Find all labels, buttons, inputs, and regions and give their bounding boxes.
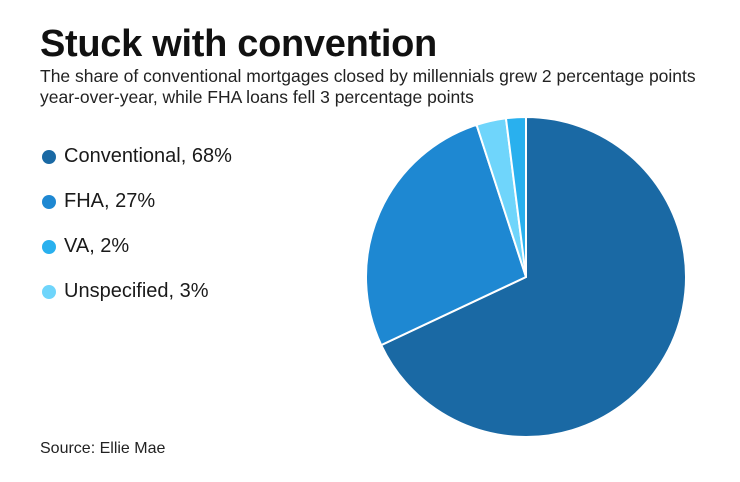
legend-item-unspecified: Unspecified, 3% bbox=[42, 269, 232, 314]
pie-slice-conventional bbox=[380, 116, 688, 438]
legend-swatch-va bbox=[42, 239, 56, 254]
pie-slice-va bbox=[504, 116, 527, 278]
legend: Conventional, 68% FHA, 27% VA, 2% Unspec… bbox=[42, 134, 232, 314]
legend-item-fha: FHA, 27% bbox=[42, 179, 232, 224]
legend-label-va: VA, 2% bbox=[64, 235, 130, 257]
pie-slice-fha bbox=[365, 123, 527, 347]
chart-subtitle: The share of conventional mortgages clos… bbox=[40, 66, 696, 107]
legend-swatch-unspecified bbox=[42, 284, 56, 299]
source-note: Source: Ellie Mae bbox=[40, 440, 166, 457]
legend-label-conventional: Conventional, 68% bbox=[64, 145, 232, 167]
legend-swatch-conventional bbox=[42, 149, 56, 164]
chart-title: Stuck with convention bbox=[40, 23, 437, 65]
legend-item-va: VA, 2% bbox=[42, 224, 232, 269]
legend-swatch-fha bbox=[42, 194, 56, 209]
legend-label-unspecified: Unspecified, 3% bbox=[64, 280, 209, 302]
legend-item-conventional: Conventional, 68% bbox=[42, 134, 232, 179]
legend-label-fha: FHA, 27% bbox=[64, 190, 156, 212]
